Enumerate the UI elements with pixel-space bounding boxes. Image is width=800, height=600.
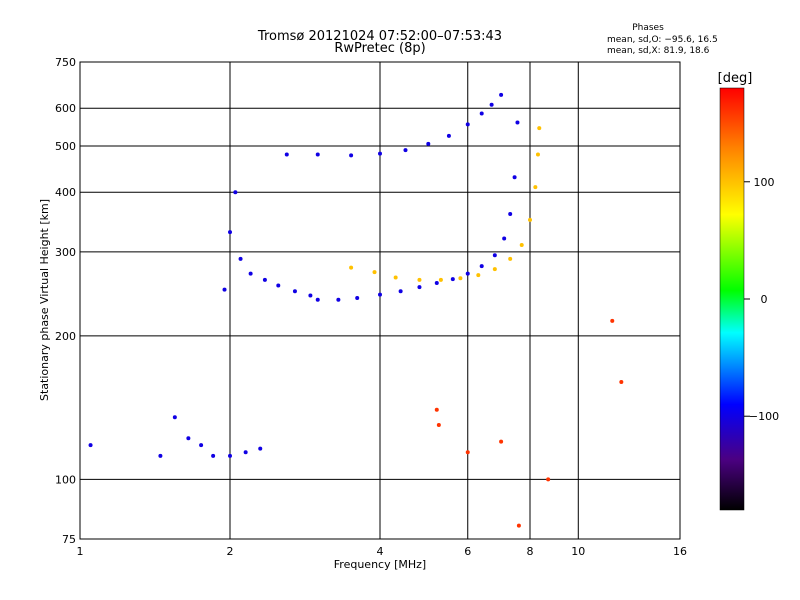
data-point: [233, 190, 238, 195]
data-point: [489, 102, 494, 107]
data-point: [258, 446, 263, 451]
data-point: [417, 277, 422, 282]
x-tick-label: 4: [377, 545, 384, 558]
data-point: [502, 236, 507, 241]
x-tick-label: 6: [464, 545, 471, 558]
data-point: [508, 212, 513, 217]
data-point: [546, 477, 551, 482]
data-point: [537, 126, 542, 131]
data-point: [479, 264, 484, 269]
stats-header: Phases: [632, 23, 664, 33]
y-tick-label: 500: [55, 140, 76, 153]
data-point: [528, 217, 532, 222]
y-tick-label: 100: [55, 473, 76, 486]
data-point: [610, 318, 615, 323]
chart-title: Tromsø 20121024 07:52:00–07:53:43: [257, 29, 502, 44]
data-point: [248, 271, 253, 276]
data-point: [515, 120, 520, 125]
data-point: [535, 152, 540, 157]
data-point: [438, 277, 443, 282]
y-axis-label: Stationary phase Virtual Height [km]: [38, 199, 51, 401]
data-point: [465, 271, 470, 276]
data-point: [499, 439, 504, 444]
data-point: [336, 297, 341, 302]
colorbar-tick-label: 100: [754, 176, 775, 189]
data-point: [446, 133, 451, 138]
data-point: [284, 152, 289, 157]
data-point: [308, 293, 313, 298]
y-tick-label: 750: [55, 56, 76, 69]
data-point: [355, 296, 360, 301]
data-point: [436, 423, 441, 428]
x-tick-label: 1: [77, 545, 84, 558]
stats-x-mode: mean, sd,X: 81.9, 18.6: [607, 46, 710, 56]
data-point: [398, 289, 403, 294]
data-point: [492, 267, 497, 272]
x-axis: 1 2 4 6 8 10 16: [77, 545, 688, 558]
data-point: [508, 256, 513, 261]
data-point: [186, 436, 191, 441]
data-point: [238, 256, 243, 261]
data-point: [349, 153, 354, 158]
data-point: [465, 450, 470, 455]
colorbar: [719, 87, 745, 511]
data-point: [199, 443, 204, 448]
colorbar-tick-label: 0: [761, 293, 768, 306]
data-point: [450, 277, 455, 282]
data-point: [276, 283, 281, 288]
data-point: [228, 453, 232, 458]
colorbar-tick-label: −100: [749, 410, 779, 423]
data-point: [519, 243, 524, 248]
data-point: [378, 292, 382, 297]
data-point: [292, 289, 297, 294]
colorbar-label: [deg]: [718, 71, 753, 86]
data-point: [434, 407, 439, 412]
data-point: [619, 380, 624, 385]
data-point: [465, 122, 470, 127]
colorbar-ticks: 100 0 −100: [744, 176, 779, 423]
data-point: [172, 415, 177, 420]
data-point: [88, 443, 93, 448]
data-point: [492, 253, 497, 258]
x-tick-label: 16: [673, 545, 687, 558]
stats-o-mode: mean, sd,O: −95.6, 16.5: [607, 35, 718, 45]
data-point: [499, 92, 504, 97]
x-axis-label: Frequency [MHz]: [334, 558, 426, 571]
data-point: [512, 175, 517, 180]
y-tick-label: 75: [62, 533, 76, 546]
data-point: [417, 285, 422, 290]
data-point: [393, 275, 398, 280]
data-point: [372, 270, 377, 275]
y-tick-label: 200: [55, 330, 76, 343]
y-tick-label: 600: [55, 102, 76, 115]
data-point: [349, 265, 354, 270]
data-point: [533, 185, 538, 190]
data-points: [88, 92, 624, 528]
data-point: [476, 273, 481, 278]
data-point: [516, 523, 521, 528]
y-axis: 75 100 200 300 400 500 600 750: [55, 56, 76, 546]
data-point: [243, 450, 248, 455]
data-point: [262, 277, 267, 282]
data-point: [479, 111, 484, 116]
y-tick-label: 300: [55, 246, 76, 259]
data-point: [403, 148, 408, 153]
data-point: [158, 453, 163, 458]
data-point: [434, 281, 439, 286]
data-point: [315, 152, 320, 157]
data-point: [378, 151, 382, 156]
x-tick-label: 2: [227, 545, 234, 558]
data-point: [458, 276, 463, 281]
x-tick-label: 10: [571, 545, 585, 558]
data-point: [426, 141, 431, 146]
chart-subtitle: RwPretec (8p): [334, 41, 425, 56]
grid-lines: [80, 62, 680, 539]
y-tick-label: 400: [55, 186, 76, 199]
data-point: [211, 453, 216, 458]
x-tick-label: 8: [527, 545, 534, 558]
data-point: [222, 287, 227, 292]
data-point: [228, 230, 232, 235]
data-point: [315, 297, 320, 302]
